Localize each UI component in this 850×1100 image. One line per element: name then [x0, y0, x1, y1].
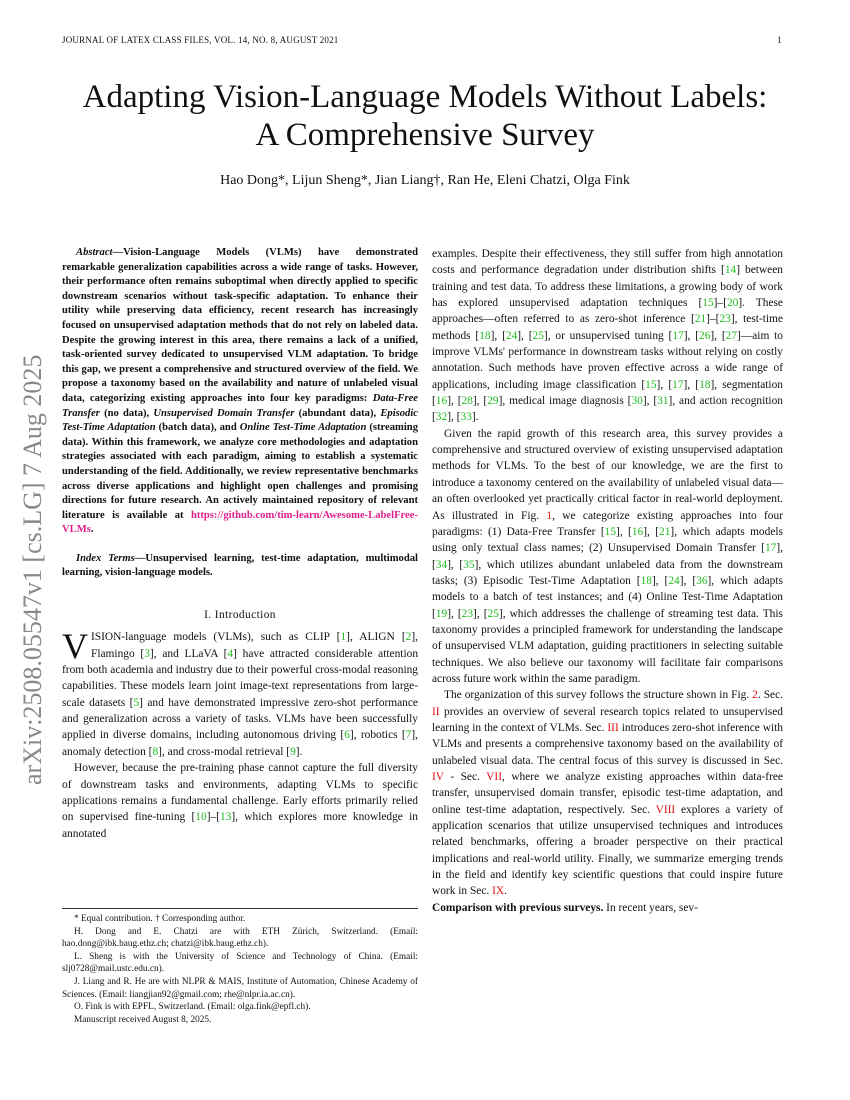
body-paragraph: examples. Despite their effectiveness, t… [432, 248, 783, 424]
citation-link[interactable]: 24 [505, 329, 518, 342]
paradigm-3: Episodic Test-Time Adaptation [62, 407, 418, 434]
abstract-text: (batch data), and [155, 422, 240, 434]
citation-link[interactable]: 6 [344, 729, 350, 742]
abstract-text: (streaming data). Within this framework,… [62, 422, 418, 521]
intro-paragraph: However, because the pre-training phase … [62, 762, 418, 840]
citation-link[interactable]: 13 [219, 811, 232, 824]
citation-link[interactable]: 4 [227, 647, 234, 660]
right-column: examples. Despite their effectiveness, t… [432, 246, 783, 916]
paradigm-1: Data-Free Transfer [62, 392, 418, 419]
repository-link[interactable]: https://github.com/tim-learn/Awesome-Lab… [62, 509, 418, 536]
footnote: * Equal contribution. † Corresponding au… [74, 914, 246, 924]
citation-link[interactable]: 35 [463, 558, 475, 571]
citation-link[interactable]: 28 [461, 395, 473, 408]
footnote: J. Liang and R. He are with NLPR & MAIS,… [62, 976, 418, 1000]
citation-link[interactable]: 17 [672, 378, 684, 391]
citation-link[interactable]: 14 [724, 264, 737, 277]
index-terms: Index Terms—Unsupervised learning, test-… [62, 552, 418, 581]
citation-link[interactable]: 16 [631, 525, 644, 538]
footnote: Manuscript received August 8, 2025. [74, 1014, 212, 1025]
body-paragraph: The organization of this survey follows … [432, 689, 783, 898]
abstract: Abstract—Vision-Language Models (VLMs) h… [62, 246, 418, 538]
section-link[interactable]: II [432, 705, 440, 718]
citation-link[interactable]: 15 [645, 378, 657, 391]
citation-link[interactable]: 10 [195, 811, 207, 824]
citation-link[interactable]: 18 [479, 329, 491, 342]
paper-title: Adapting Vision-Language Models Without … [0, 78, 850, 154]
citation-link[interactable]: 1 [340, 631, 347, 644]
body-paragraph: Comparison with previous surveys. In rec… [432, 900, 783, 916]
footnote: H. Dong and E. Chatzi are with ETH Züric… [62, 926, 418, 950]
left-column: Abstract—Vision-Language Models (VLMs) h… [62, 246, 418, 842]
abstract-label: Abstract [76, 247, 113, 258]
abstract-text: (abundant data), [294, 407, 381, 419]
citation-link[interactable]: 32 [435, 411, 448, 424]
citation-link[interactable]: 25 [532, 329, 544, 342]
figure-link[interactable]: 1 [546, 509, 553, 522]
paragraph-text: In recent years, sev- [603, 901, 698, 914]
figure-link[interactable]: 2 [752, 689, 758, 702]
citation-link[interactable]: 21 [694, 313, 707, 326]
citation-link[interactable]: 19 [435, 607, 448, 620]
citation-link[interactable]: 20 [726, 297, 739, 310]
intro-paragraph: V ISION-language models (VLMs), such as C… [62, 626, 419, 760]
paragraph-text: ISION-language models (VLMs), such as CL… [62, 631, 419, 758]
citation-link[interactable]: 18 [640, 574, 652, 587]
paradigm-2: Unsupervised Domain Transfer [153, 407, 295, 419]
citation-link[interactable]: 30 [631, 395, 643, 408]
abstract-text: —Vision-Language Models (VLMs) have demo… [62, 247, 418, 404]
index-terms-text: —Unsupervised learning, test-time adapta… [62, 552, 418, 579]
journal-header: JOURNAL OF LATEX CLASS FILES, VOL. 14, N… [62, 35, 339, 45]
arxiv-stamp: arXiv:2508.05547v1 [cs.LG] 7 Aug 2025 [18, 354, 47, 785]
citation-link[interactable]: 33 [460, 411, 472, 424]
running-header: JOURNAL OF LATEX CLASS FILES, VOL. 14, N… [62, 35, 782, 45]
paradigm-4: Online Test-Time Adaptation [239, 422, 367, 434]
citation-link[interactable]: 25 [487, 607, 499, 620]
citation-link[interactable]: 23 [719, 313, 731, 326]
citation-link[interactable]: 9 [290, 745, 296, 758]
section-link[interactable]: VIII [655, 803, 676, 816]
citation-link[interactable]: 23 [461, 607, 474, 620]
citation-link[interactable]: 7 [405, 729, 412, 742]
citation-link[interactable]: 31 [657, 395, 669, 408]
citation-link[interactable]: 26 [699, 329, 711, 342]
footnote: L. Sheng is with the University of Scien… [62, 951, 418, 975]
abstract-text: . [90, 524, 94, 536]
index-terms-label: Index Terms [76, 552, 135, 564]
citation-link[interactable]: 36 [696, 574, 708, 587]
citation-link[interactable]: 3 [144, 647, 150, 660]
citation-link[interactable]: 21 [659, 525, 671, 538]
body-paragraph: Given the rapid growth of this research … [432, 427, 783, 685]
citation-link[interactable]: 34 [435, 558, 448, 571]
drop-cap: V [62, 626, 88, 667]
citation-link[interactable]: 17 [764, 542, 777, 555]
abstract-text: (no data), [99, 407, 154, 419]
citation-link[interactable]: 24 [668, 574, 680, 587]
citation-link[interactable]: 2 [405, 631, 412, 644]
citation-link[interactable]: 16 [435, 395, 448, 408]
section-link[interactable]: IX [492, 885, 505, 898]
paragraph-heading: Comparison with previous surveys. [432, 901, 604, 914]
page-number: 1 [777, 35, 782, 45]
section-link[interactable]: IV [432, 771, 444, 783]
footnotes: * Equal contribution. † Corresponding au… [62, 908, 418, 1026]
citation-link[interactable]: 18 [699, 378, 711, 391]
section-heading: I. Introduction [204, 609, 276, 622]
section-link[interactable]: III [607, 721, 619, 734]
citation-link[interactable]: 15 [604, 525, 617, 538]
section-link[interactable]: VII [486, 771, 502, 783]
footnote: O. Fink is with EPFL, Switzerland. (Emai… [74, 1002, 311, 1013]
title-line-1: Adapting Vision-Language Models Without … [82, 79, 768, 115]
citation-link[interactable]: 29 [487, 395, 499, 408]
citation-link[interactable]: 17 [672, 329, 684, 342]
citation-link[interactable]: 8 [152, 745, 159, 758]
citation-link[interactable]: 27 [725, 329, 738, 342]
author-list: Hao Dong*, Lijun Sheng*, Jian Liang†, Ra… [220, 173, 630, 188]
citation-link[interactable]: 5 [133, 696, 140, 709]
title-line-2: A Comprehensive Survey [255, 117, 595, 153]
citation-link[interactable]: 15 [702, 297, 714, 310]
